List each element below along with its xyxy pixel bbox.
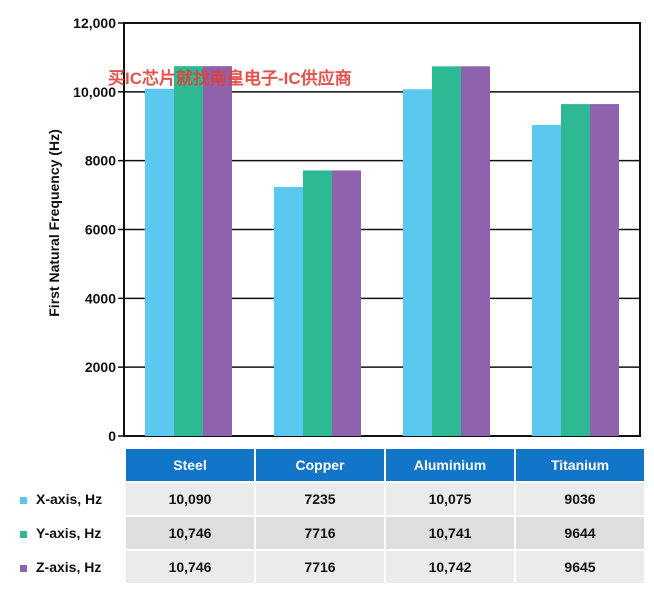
- y-tick-label: 6000: [85, 222, 116, 238]
- table-cell: 9036: [514, 481, 644, 516]
- table-cell: 9644: [514, 515, 644, 550]
- table-cell: 10,746: [124, 515, 255, 550]
- bar-steel-y: [174, 66, 203, 436]
- table-corner: [16, 449, 125, 482]
- column-header: Aluminium: [384, 449, 515, 482]
- y-tick-label: 0: [108, 428, 116, 444]
- bar-copper-z: [332, 170, 361, 437]
- legend-swatch-z: [20, 564, 27, 572]
- legend-swatch-y: [20, 530, 27, 538]
- y-tick-label: 10,000: [73, 84, 116, 100]
- bar-steel-x: [145, 88, 174, 436]
- table-cell: 7235: [254, 481, 385, 516]
- table-header-row: Steel Copper Aluminium Titanium: [16, 449, 644, 482]
- bar-steel-z: [203, 66, 232, 436]
- table-cell: 10,741: [384, 515, 515, 550]
- y-tick-label: 2000: [85, 359, 116, 375]
- table-cell: 10,075: [384, 481, 515, 516]
- y-tick-label: 12,000: [73, 15, 116, 31]
- table-row: Z-axis, Hz 10,746 7716 10,742 9645: [16, 549, 644, 583]
- bar-aluminium-z: [461, 66, 490, 436]
- row-header: X-axis, Hz: [16, 481, 125, 516]
- bar-titanium-y: [561, 104, 590, 436]
- table-cell: 10,742: [384, 549, 515, 583]
- bar-copper-y: [303, 170, 332, 437]
- y-tick-label: 4000: [85, 290, 116, 306]
- table-cell: 10,746: [124, 549, 255, 583]
- series-name: X-axis, Hz: [36, 491, 103, 507]
- y-axis-label: First Natural Frequency (Hz): [46, 129, 62, 317]
- legend-swatch-x: [20, 496, 27, 504]
- series-name: Z-axis, Hz: [36, 559, 102, 575]
- bar-aluminium-y: [432, 66, 461, 437]
- table-cell: 7716: [254, 515, 385, 550]
- row-header: Y-axis, Hz: [16, 515, 125, 550]
- bar-aluminium-x: [403, 89, 432, 437]
- column-header: Titanium: [514, 449, 644, 482]
- table-cell: 9645: [514, 549, 644, 583]
- column-header: Steel: [124, 449, 255, 482]
- row-header: Z-axis, Hz: [16, 549, 125, 583]
- watermark: 买IC芯片就找南皇电子-IC供应商: [108, 69, 352, 88]
- table-cell: 7716: [254, 549, 385, 583]
- data-table: Steel Copper Aluminium Titanium X-axis, …: [16, 449, 644, 583]
- series-name: Y-axis, Hz: [36, 525, 102, 541]
- table-row: X-axis, Hz 10,090 7235 10,075 9036: [16, 481, 644, 516]
- column-header: Copper: [254, 449, 385, 482]
- table-row: Y-axis, Hz 10,746 7716 10,741 9644: [16, 515, 644, 550]
- bar-copper-x: [274, 186, 303, 436]
- bar-chart: 0 2000 4000 6000 8000 10,000 12,000: [73, 15, 641, 444]
- bar-titanium-z: [590, 104, 619, 437]
- bar-titanium-x: [532, 125, 561, 437]
- y-tick-label: 8000: [85, 153, 116, 169]
- table-cell: 10,090: [124, 481, 255, 516]
